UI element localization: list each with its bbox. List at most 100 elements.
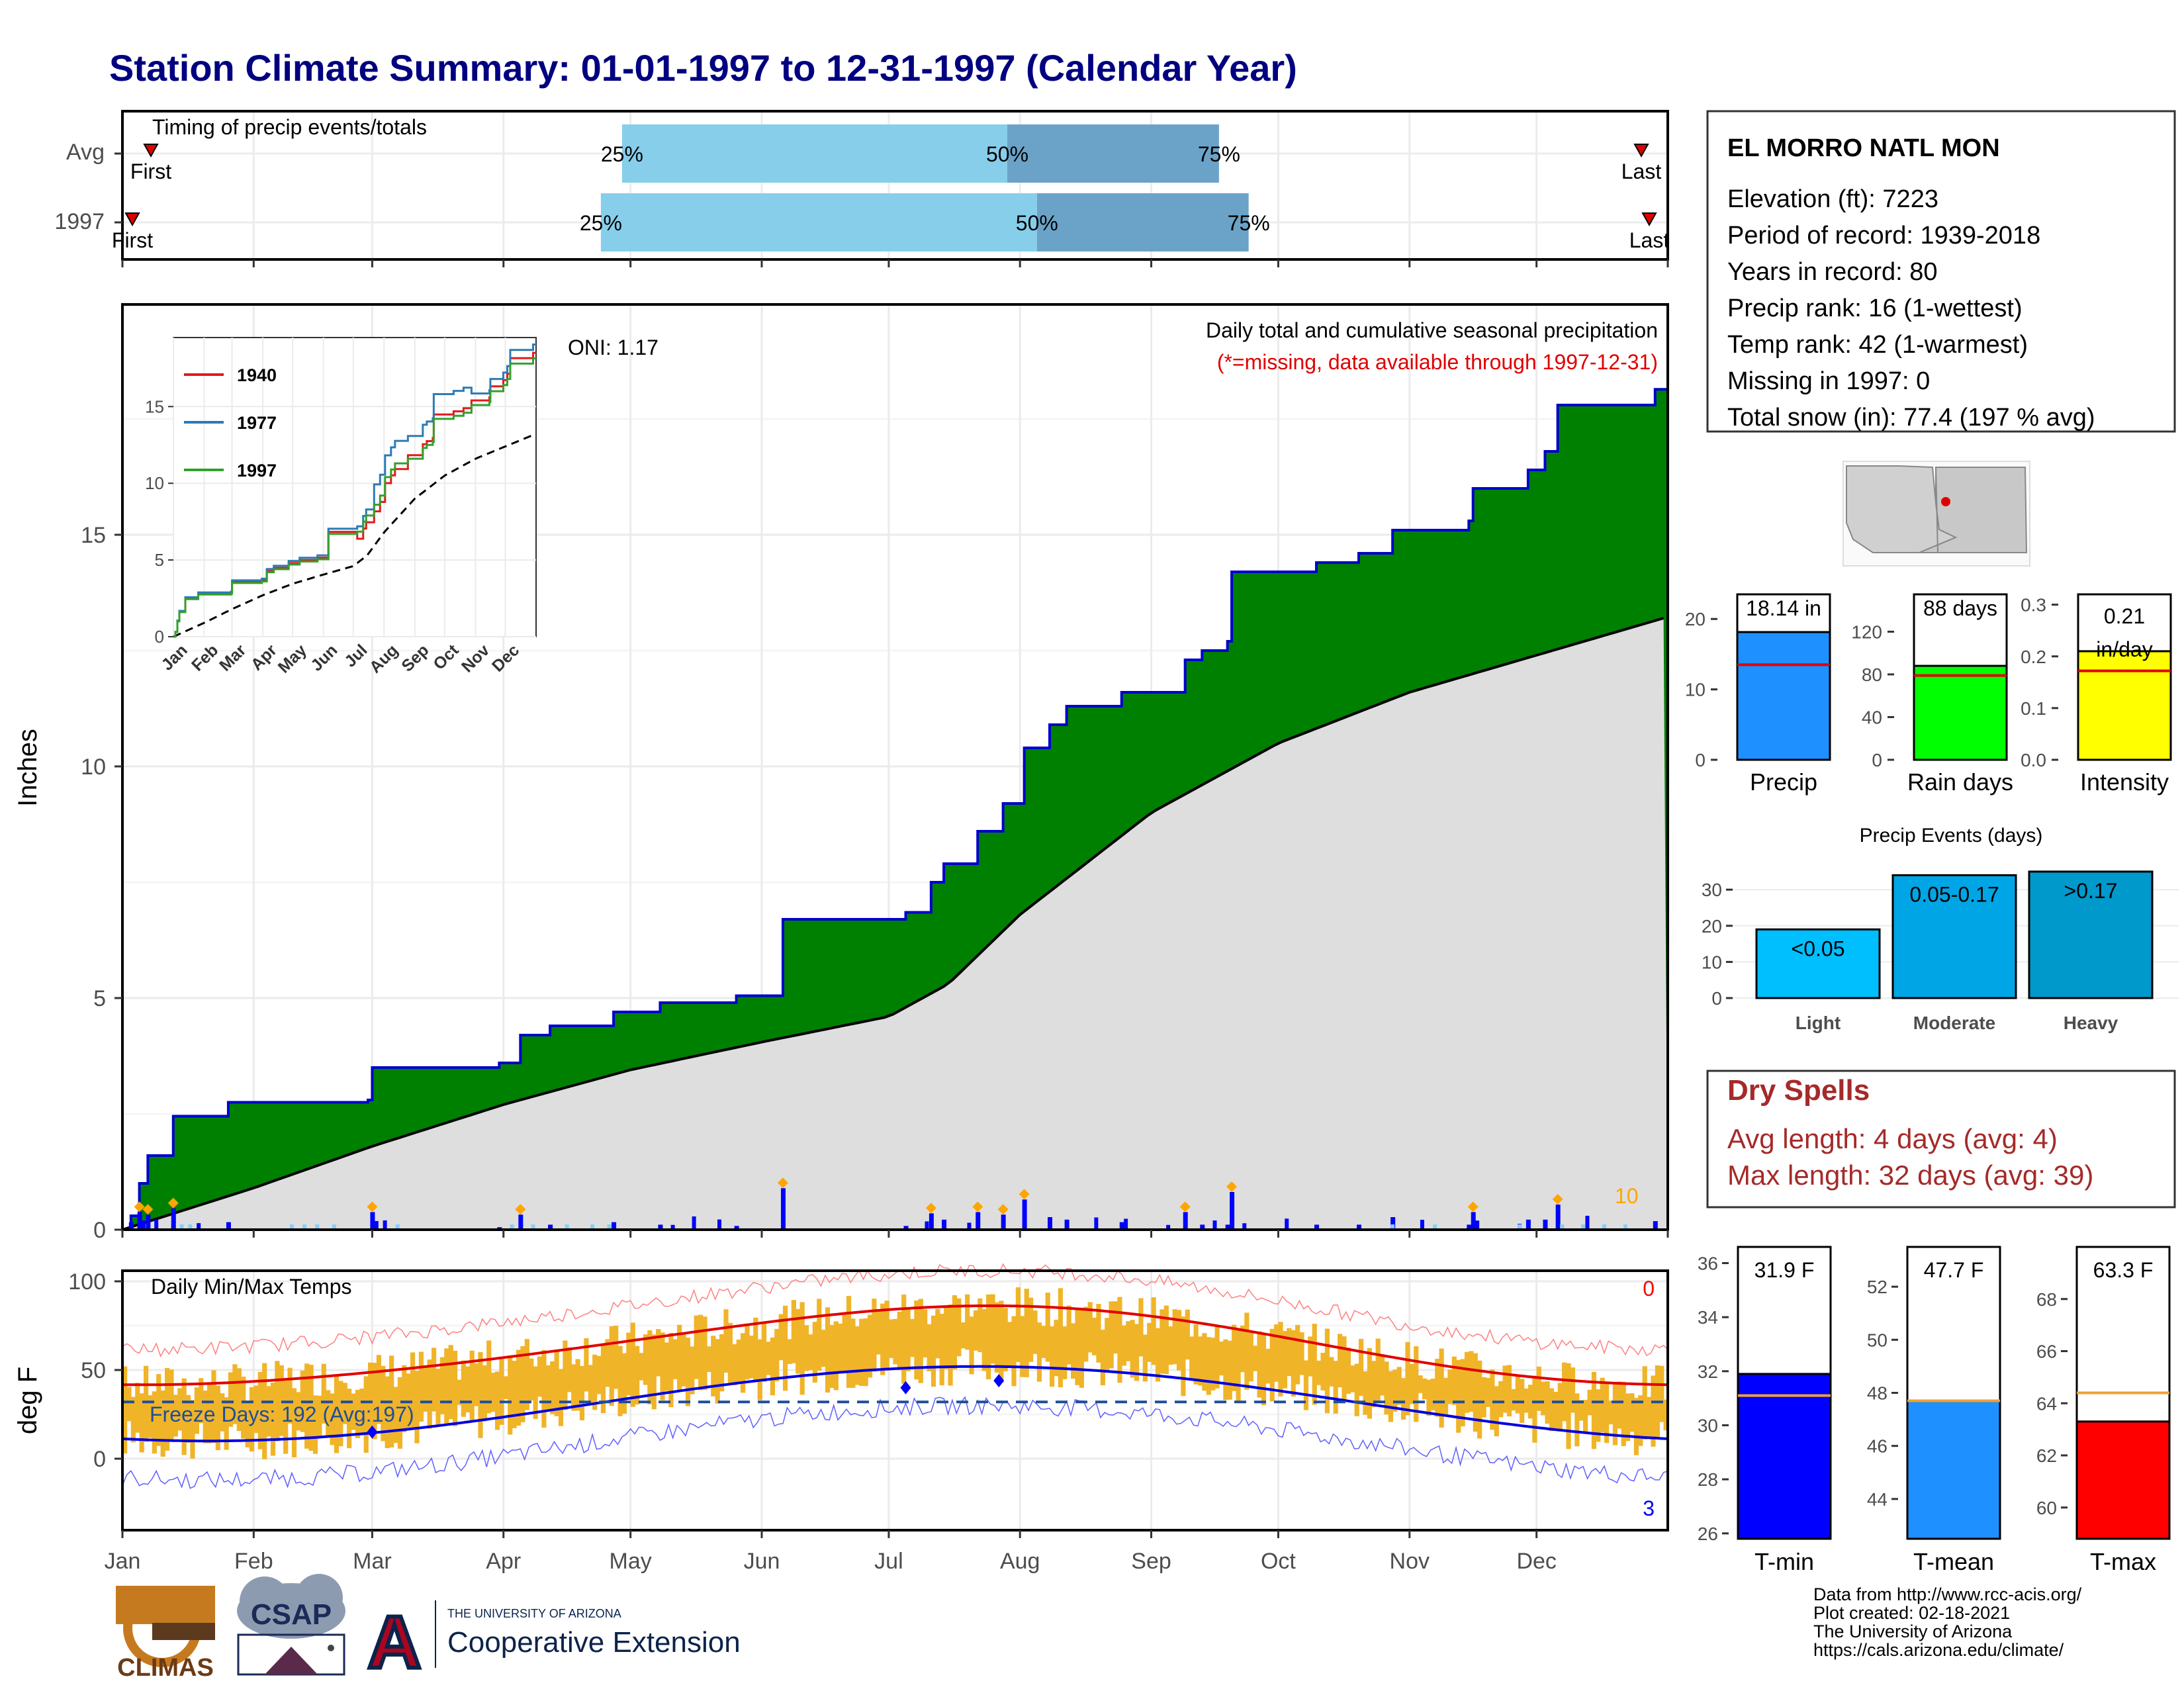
temp-summary-value-text: 63.3 F (2093, 1258, 2154, 1282)
daily-temp-bar (381, 1365, 386, 1441)
daily-snow-mark (510, 1224, 514, 1230)
daily-temp-bar (715, 1339, 720, 1404)
daily-temp-bar (1604, 1383, 1610, 1443)
daily-temp-bar (960, 1322, 966, 1349)
daily-precip-bar (171, 1208, 176, 1230)
daily-precip-bar (780, 1188, 786, 1230)
daily-temp-bar (1629, 1393, 1635, 1432)
daily-precip-bar (1543, 1219, 1548, 1230)
heavy-event-markers (134, 1177, 1563, 1215)
daily-temp-bar (351, 1393, 356, 1430)
daily-temp-bar (1473, 1353, 1478, 1432)
summary-bar-value-text: 0.21 (2104, 604, 2145, 628)
summary-bar-tick-label: 0 (1695, 750, 1706, 770)
daily-snow-mark (531, 1224, 535, 1230)
daily-temp-bar (1147, 1322, 1152, 1362)
freeze-days: Freeze Days: 192 (Avg:197) (150, 1402, 414, 1426)
timing-bars: 25% 50% 75% First Last 25% 50% 75% First Last (112, 124, 1669, 252)
daily-temp-bar (1414, 1346, 1419, 1422)
daily-temp-bar (512, 1361, 517, 1428)
daily-temp-bar (1600, 1377, 1605, 1433)
record-high-count: 0 (1643, 1277, 1655, 1301)
daily-precip-bar (967, 1222, 972, 1230)
daily-precip-bar (1212, 1220, 1217, 1230)
first-event-marker (124, 212, 140, 227)
daily-snow-mark (1433, 1224, 1437, 1230)
credit-line-2: Plot created: 02-18-2021 (1813, 1603, 2010, 1623)
temp-summary-tick-label: 66 (2036, 1342, 2057, 1362)
daily-temp-bar (275, 1361, 280, 1441)
precip-events-plot: 0 10 20 30 <0.05 Light 0.05-0.17 Moderate >0.17 H… (1702, 864, 2179, 1033)
daily-temp-bar (334, 1376, 340, 1453)
daily-temp-bar (927, 1324, 932, 1371)
daily-temp-bar (1481, 1377, 1486, 1418)
daily-temp-bar (173, 1394, 178, 1437)
csap-sun (328, 1645, 334, 1651)
dry-spells-title: Dry Spells (1727, 1074, 1870, 1107)
daily-temp-bar (956, 1298, 962, 1357)
daily-temp-bar (1176, 1310, 1182, 1371)
temp-summary-value (1906, 1400, 2001, 1540)
daily-precip-bar (1119, 1222, 1124, 1230)
heavy-event-marker (972, 1201, 983, 1212)
daily-temp-bar (796, 1308, 801, 1374)
month-label: Dec (1516, 1549, 1556, 1574)
daily-precip-bar (658, 1224, 663, 1230)
summary-bar-value-text: 18.14 in (1746, 596, 1821, 620)
daily-temp-bar (1345, 1348, 1351, 1394)
daily-temp-bar (520, 1346, 525, 1422)
summary-bar-tick-label: 10 (1685, 680, 1706, 700)
station-location-dot (1941, 497, 1950, 506)
daily-precip-bar (734, 1226, 739, 1230)
daily-temp-bar (1134, 1324, 1140, 1381)
daily-temp-bar (817, 1299, 822, 1371)
daily-temp-bar (1287, 1328, 1292, 1377)
ua-logo: A THE UNIVERSITY OF ARIZONA Cooperative … (366, 1599, 741, 1686)
daily-precip-bar (929, 1213, 934, 1230)
daily-temp-bar (698, 1314, 704, 1391)
daily-temp-bar (266, 1386, 271, 1437)
daily-temp-bar (287, 1367, 293, 1424)
temperature-summary-bars: 31.9 F 26 28 30 32 34 36 T-min 47.7 F 44 46 48 50 52 T… (1698, 1246, 2171, 1575)
daily-precip-bar (226, 1222, 231, 1230)
daily-snow-mark (1581, 1224, 1586, 1230)
daily-temp-bar (918, 1299, 923, 1383)
daily-temp-bar (130, 1396, 136, 1443)
daily-temp-bar (948, 1304, 953, 1386)
first-event-marker (143, 144, 159, 158)
climas-logo: CLIMAS (116, 1586, 215, 1682)
daily-temp-bar (905, 1308, 911, 1371)
daily-temp-bar (508, 1356, 513, 1435)
record-min-line (122, 1396, 1668, 1489)
record-low-count: 3 (1643, 1496, 1655, 1520)
dry-spells-box: Dry Spells Avg length: 4 days (avg: 4) M… (1706, 1070, 2176, 1209)
temp-summary-tick-label: 50 (1867, 1330, 1888, 1350)
daily-temp-bar (1400, 1378, 1406, 1420)
daily-temp-bar (787, 1339, 792, 1364)
daily-temp-bar (490, 1372, 496, 1412)
daily-temp-bar (1020, 1316, 1025, 1377)
daily-temp-bar (1553, 1391, 1559, 1430)
daily-temp-bar (901, 1294, 907, 1384)
daily-temp-bar (385, 1376, 390, 1449)
daily-temp-bar (1045, 1293, 1050, 1362)
heavy-event-marker (997, 1204, 1009, 1215)
daily-snow-mark (1560, 1224, 1565, 1230)
daily-temp-bar (1168, 1326, 1173, 1365)
daily-precip-bar (925, 1221, 929, 1230)
daily-temp-bar (1197, 1336, 1203, 1386)
daily-precip-bar (1285, 1218, 1289, 1230)
daily-temp-bar (1232, 1324, 1237, 1391)
daily-temp-bar (312, 1395, 318, 1454)
daily-temp-bar (363, 1376, 369, 1453)
daily-temp-bar (465, 1366, 471, 1413)
daily-temp-bar (473, 1363, 479, 1406)
events-tick-label: 10 (1702, 952, 1722, 972)
daily-temp-bar (1244, 1312, 1250, 1390)
daily-temp-bar (681, 1332, 686, 1387)
daily-temp-bar (1583, 1400, 1588, 1434)
daily-temp-bar (372, 1363, 377, 1440)
daily-temp-bar (1007, 1322, 1013, 1366)
daily-temp-bar (999, 1301, 1004, 1383)
daily-temp-bar (990, 1294, 995, 1364)
